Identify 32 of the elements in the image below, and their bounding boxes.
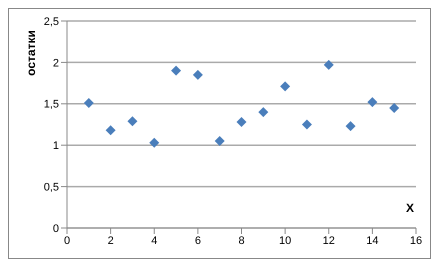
x-tick-label: 0: [64, 234, 70, 247]
x-tick-label: 6: [194, 234, 201, 247]
y-axis-title: остатки: [24, 30, 38, 76]
point: [149, 138, 160, 148]
x-tick-label: 8: [238, 234, 245, 247]
x-tick-label: 14: [366, 234, 378, 247]
y-tick-label: 0,5: [44, 182, 59, 194]
point: [106, 125, 116, 136]
y-tick-label: 0: [52, 222, 59, 235]
point: [389, 102, 400, 113]
y-tick-label: 1: [52, 140, 59, 152]
x-tick-label: 2: [108, 234, 114, 247]
y-tick-label: 2,5: [44, 16, 59, 28]
point: [84, 98, 94, 108]
point: [127, 116, 138, 126]
x-tick-label: 12: [322, 234, 335, 247]
point: [236, 117, 246, 128]
point: [192, 70, 203, 80]
point: [258, 107, 268, 118]
point: [280, 81, 290, 92]
point: [171, 66, 182, 76]
x-tick-label: 4: [151, 234, 158, 247]
x-axis-title: X: [406, 201, 414, 215]
point: [324, 60, 334, 70]
point: [367, 97, 378, 108]
x-tick-label: 16: [410, 234, 422, 247]
x-tick-label: 10: [279, 234, 292, 247]
point: [214, 136, 225, 146]
y-tick-label: 2: [52, 57, 59, 70]
point: [302, 120, 312, 130]
point: [346, 121, 356, 132]
y-tick-label: 1,5: [44, 98, 59, 111]
